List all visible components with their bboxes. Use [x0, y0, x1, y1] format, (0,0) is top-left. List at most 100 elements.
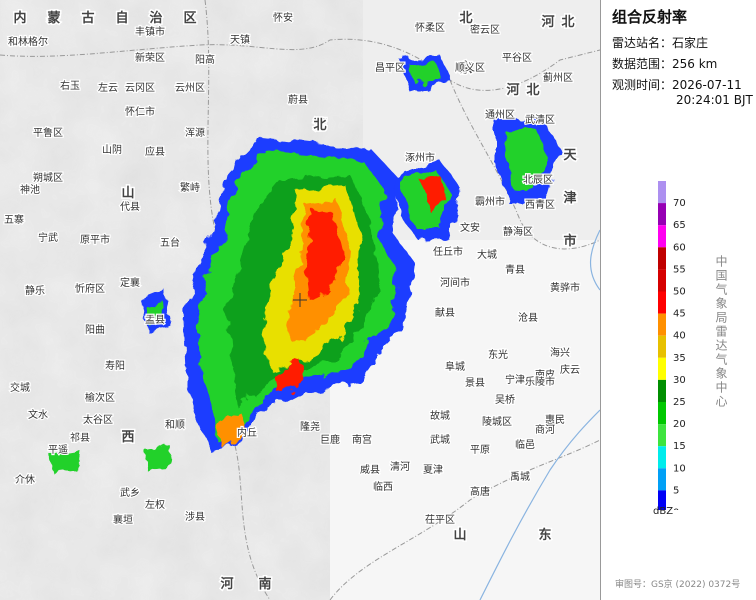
time-date: 2026-07-11	[672, 78, 742, 92]
region-label: 河北	[541, 14, 574, 30]
place-label: 平谷区	[502, 52, 532, 64]
place-label: 巨鹿	[320, 433, 340, 446]
place-label: 武乡	[120, 486, 140, 499]
place-label: 神池	[20, 183, 40, 196]
place-label: 宁津	[505, 373, 525, 386]
place-label: 忻府区	[75, 282, 105, 295]
time-key: 观测时间：	[612, 78, 673, 92]
scale-swatch	[658, 402, 666, 425]
place-label: 山阴	[102, 144, 122, 156]
scale-swatch	[658, 468, 666, 491]
range-value: 256 km	[672, 57, 718, 71]
scale-label: 40	[673, 331, 686, 342]
place-label: 陵城区	[482, 416, 512, 428]
scale-unit: dBZ	[653, 506, 674, 517]
place-label: 东光	[488, 348, 508, 361]
place-label: 新荣区	[135, 51, 165, 64]
scale-swatch	[658, 357, 666, 380]
place-label: 平鲁区	[33, 126, 63, 139]
place-label: 隆尧	[300, 420, 320, 433]
place-label: 五台	[160, 236, 180, 249]
place-label: 平原	[470, 444, 490, 456]
place-label: 威县	[360, 463, 380, 476]
place-label: 黄骅市	[550, 281, 580, 294]
scale-swatch	[658, 335, 666, 358]
place-label: 沧县	[518, 311, 538, 324]
range-key: 数据范围：	[612, 57, 673, 71]
place-label: 夏津	[423, 464, 443, 476]
region-label: 山西	[121, 185, 134, 445]
place-label: 介休	[15, 474, 35, 486]
place-label: 顺义区	[455, 62, 485, 74]
scale-label: 35	[673, 353, 686, 364]
place-label: 祁县	[70, 431, 90, 444]
region-label: 北京	[459, 11, 472, 76]
place-label: 霸州市	[475, 195, 505, 208]
place-label: 浑源	[185, 126, 205, 139]
place-label: 临西	[373, 480, 393, 493]
place-label: 涉县	[185, 510, 205, 523]
place-label: 云州区	[175, 82, 205, 94]
place-label: 庆云	[560, 363, 580, 376]
place-label: 繁峙	[180, 181, 200, 194]
place-label: 景县	[465, 377, 485, 389]
scale-label: 5	[673, 485, 679, 496]
scale-label: 50	[673, 287, 686, 298]
place-label: 平遥	[48, 443, 68, 456]
rivers	[479, 229, 600, 600]
scale-label: 60	[673, 242, 686, 253]
place-label: 阳高	[195, 53, 215, 66]
place-label: 涿州市	[405, 151, 435, 164]
place-label: 和顺	[165, 419, 185, 431]
scale-label: 55	[673, 264, 686, 275]
place-label: 静海区	[503, 225, 533, 238]
place-label: 左云	[98, 81, 118, 94]
scale-swatch	[658, 446, 666, 469]
place-label: 惠民	[545, 413, 565, 426]
region-label: 河北	[313, 117, 326, 133]
station-key: 雷达站名：	[612, 36, 673, 50]
scale-label: 20	[673, 419, 686, 430]
place-label: 太谷区	[83, 413, 113, 426]
place-label: 静乐	[25, 284, 45, 297]
place-label: 河间市	[440, 276, 470, 289]
range-row: 数据范围：256 km	[612, 55, 717, 72]
time-row: 观测时间：2026-07-11	[612, 76, 742, 93]
place-label: 定襄	[120, 276, 140, 289]
place-label: 怀安	[273, 11, 293, 24]
scale-swatch	[658, 269, 666, 292]
place-label: 昌平区	[375, 62, 405, 74]
region-label: 山东	[453, 527, 551, 543]
place-label: 怀仁市	[125, 105, 155, 118]
region-label: 河北	[506, 82, 539, 98]
place-label: 北辰区	[523, 174, 553, 186]
station-row: 雷达站名：石家庄	[612, 34, 708, 51]
map: 内蒙古自治区北京河 北河 北天津市山西河北山 东河 南和林格尔丰镇市天镇怀安新荣区 阳高右…	[0, 0, 600, 600]
place-label: 五寨	[4, 213, 24, 226]
scale-label: 25	[673, 397, 686, 408]
scale-label: 30	[673, 375, 686, 386]
place-label: 青县	[505, 263, 525, 276]
place-label: 文安	[460, 221, 480, 234]
scale-swatch	[658, 313, 666, 336]
scale-label: 15	[673, 441, 686, 452]
place-label: 任丘市	[433, 245, 463, 258]
scale-label: 45	[673, 309, 686, 320]
place-label: 朔城区	[33, 171, 63, 184]
scale-label: 70	[673, 198, 686, 209]
region-label: 天津市	[563, 148, 577, 249]
scale-label: 10	[673, 463, 686, 474]
panel-title: 组合反射率	[612, 8, 688, 26]
scale-swatch	[658, 225, 666, 248]
agency: 中国气象局雷达气象中心	[714, 255, 728, 409]
place-label: 阜城	[445, 360, 465, 373]
place-label: 清河	[390, 460, 410, 473]
place-label: 临邑	[515, 438, 535, 451]
scale-swatch	[658, 203, 666, 226]
place-label: 榆次区	[85, 391, 115, 404]
place-label: 右玉	[60, 79, 80, 92]
place-label: 宁武	[38, 231, 58, 244]
region-label: 内蒙古自治区	[13, 10, 196, 26]
scale-swatch	[658, 181, 666, 204]
